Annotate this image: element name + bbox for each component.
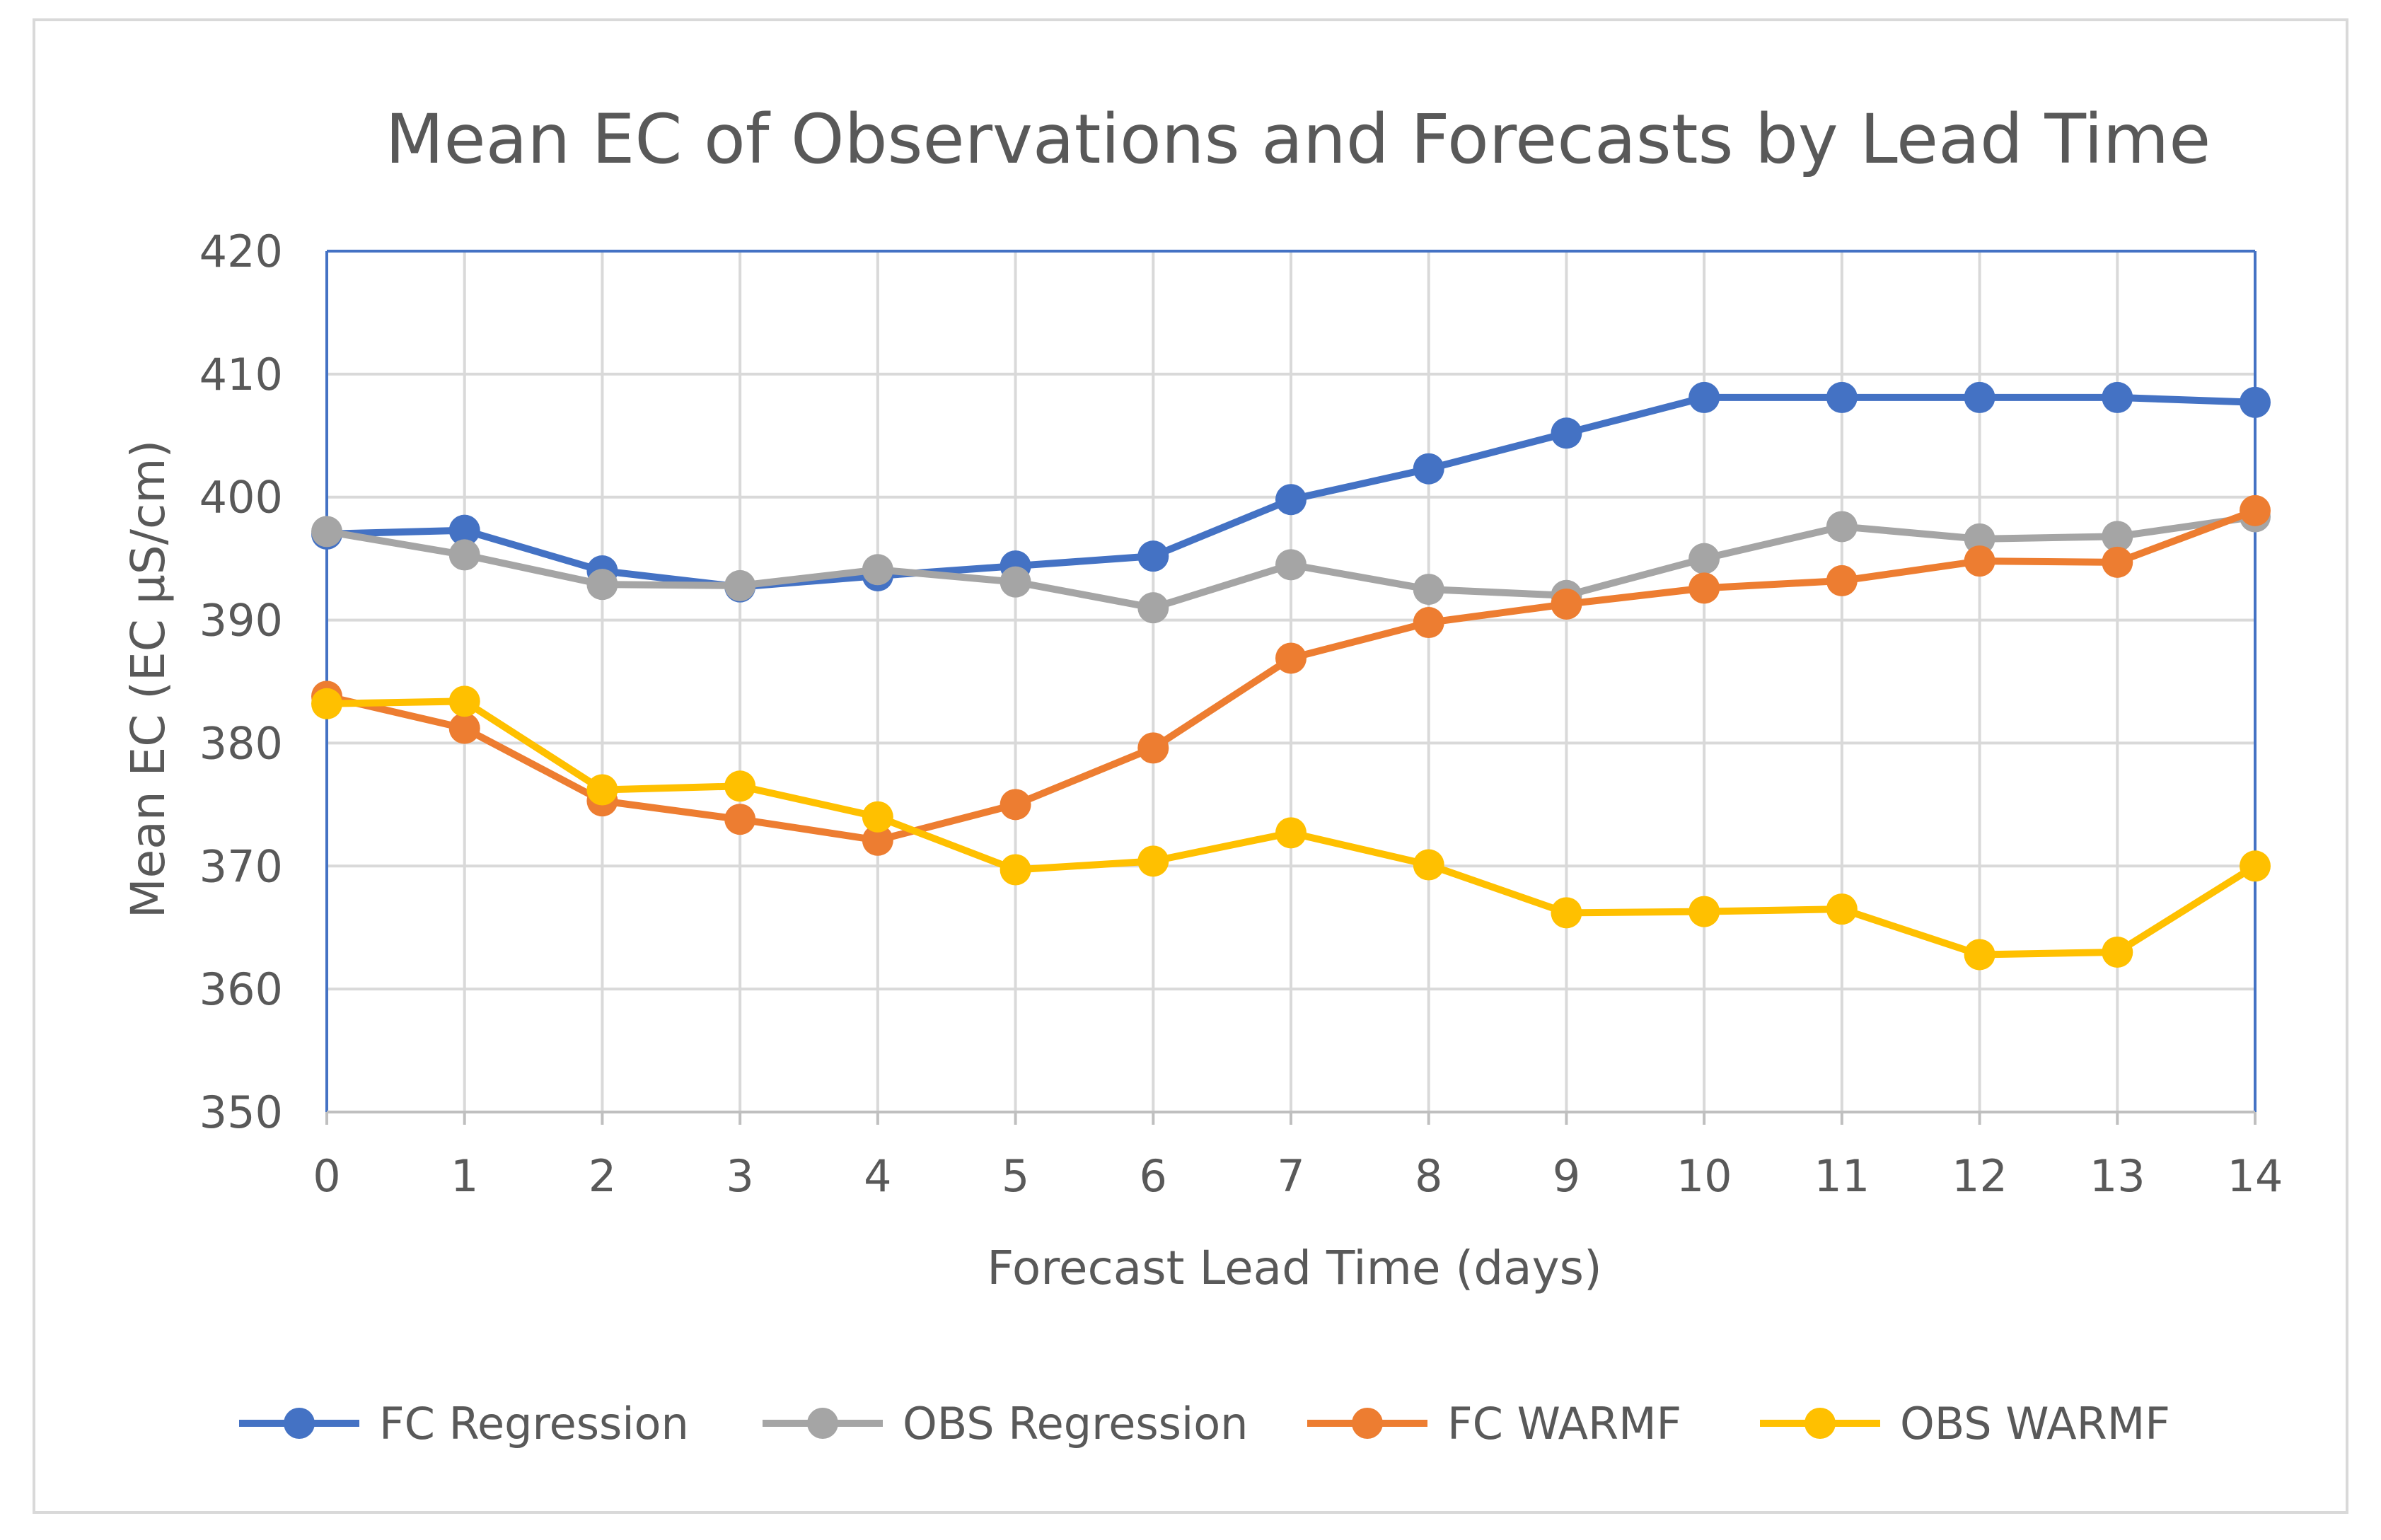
fc-warmf-point (862, 824, 893, 856)
obs-warmf-point (586, 774, 618, 806)
x-tick-label: 5 (1002, 1150, 1029, 1202)
x-tick-label: 13 (2090, 1150, 2145, 1202)
chart-title: Mean EC of Observations and Forecasts by… (386, 100, 2211, 179)
fc-regression-point (2240, 386, 2271, 418)
fc-warmf-point (1551, 588, 1582, 620)
obs-regression-point (1275, 549, 1307, 581)
y-tick-label: 420 (199, 226, 283, 277)
x-tick-label: 12 (1952, 1150, 2008, 1202)
obs-regression-point (1413, 574, 1444, 606)
obs-warmf-point (311, 688, 342, 719)
fc-warmf-point (448, 712, 480, 744)
x-tick-label: 3 (726, 1150, 753, 1202)
obs-regression-point (1964, 523, 1995, 555)
fc-warmf-point (1137, 732, 1169, 764)
y-tick-label: 370 (199, 840, 283, 892)
obs-warmf-point (724, 770, 756, 802)
obs-regression-point (2102, 521, 2133, 552)
obs-warmf-point (1964, 939, 1995, 971)
y-tick-label: 360 (199, 963, 283, 1015)
obs-warmf-point (1275, 817, 1307, 849)
obs-warmf-point (2240, 850, 2271, 882)
obs-warmf-point (1826, 893, 1858, 925)
obs-warmf-point (1413, 849, 1444, 881)
fc-warmf-point (1275, 642, 1307, 674)
fc-regression-point (1826, 381, 1858, 413)
obs-regression-point (1137, 592, 1169, 624)
obs-warmf-point (1000, 854, 1031, 886)
fc-regression-point (448, 514, 480, 546)
legend-marker-obs-regression (807, 1408, 838, 1439)
chart-border (33, 18, 2348, 1514)
obs-warmf-point (862, 801, 893, 833)
x-tick-label: 10 (1676, 1150, 1732, 1202)
fc-regression-point (1964, 381, 1995, 413)
obs-regression-point (1688, 543, 1720, 574)
x-tick-label: 1 (451, 1150, 478, 1202)
legend-label-obs-warmf: OBS WARMF (1900, 1398, 2170, 1449)
fc-warmf-point (1964, 545, 1995, 577)
y-tick-label: 400 (199, 472, 283, 523)
x-tick-label: 4 (864, 1150, 891, 1202)
obs-regression-point (1000, 566, 1031, 598)
fc-regression-point (2102, 381, 2133, 413)
series (311, 381, 2271, 971)
obs-warmf-point (2102, 936, 2133, 968)
x-tick-label: 0 (313, 1150, 340, 1202)
legend-marker-fc-warmf (1352, 1408, 1383, 1439)
obs-regression-point (448, 539, 480, 571)
fc-warmf-point (1000, 789, 1031, 821)
y-tick-label: 410 (199, 349, 283, 400)
fc-regression-point (1688, 381, 1720, 413)
legend-label-obs-regression: OBS Regression (903, 1398, 1248, 1449)
y-tick-labels: 350 360 370 380 390 400 410 420 (199, 226, 283, 1138)
obs-regression-point (862, 554, 893, 586)
x-tick-label: 7 (1277, 1150, 1304, 1202)
legend: FC Regression OBS Regression FC WARMF OBS W… (239, 1398, 2170, 1449)
x-tick-label: 14 (2228, 1150, 2283, 1202)
x-tick-label: 9 (1553, 1150, 1580, 1202)
legend-marker-fc-regression (284, 1408, 315, 1439)
y-axis-label: Mean EC (EC µS/cm) (121, 440, 175, 919)
y-tick-label: 350 (199, 1087, 283, 1138)
obs-regression-point (586, 569, 618, 601)
x-axis-label: Forecast Lead Time (days) (987, 1241, 1602, 1295)
obs-regression-point (724, 569, 756, 601)
x-tick-label: 11 (1814, 1150, 1870, 1202)
legend-marker-obs-warmf (1804, 1408, 1836, 1439)
fc-regression-point (1137, 540, 1169, 572)
fc-warmf-point (2102, 546, 2133, 578)
fc-regression-point (1275, 484, 1307, 516)
obs-warmf-point (448, 685, 480, 717)
fc-warmf-point (2240, 494, 2271, 526)
fc-warmf-point (724, 804, 756, 835)
fc-warmf-point (1688, 572, 1720, 604)
obs-warmf-point (1137, 845, 1169, 877)
legend-label-fc-warmf: FC WARMF (1447, 1398, 1681, 1449)
y-tick-label: 380 (199, 717, 283, 769)
x-tick-label: 8 (1415, 1150, 1442, 1202)
legend-label-fc-regression: FC Regression (379, 1398, 689, 1449)
x-tick-label: 6 (1140, 1150, 1167, 1202)
fc-warmf-point (1413, 607, 1444, 639)
obs-warmf-point (1688, 896, 1720, 927)
fc-warmf-point (1826, 565, 1858, 596)
x-tick-labels: 0 1 2 3 4 5 6 7 8 9 10 11 12 13 14 (313, 1150, 2283, 1202)
obs-warmf-point (1551, 897, 1582, 929)
fc-regression-point (1551, 417, 1582, 449)
y-tick-label: 390 (199, 595, 283, 647)
x-tick-label: 2 (589, 1150, 616, 1202)
fc-regression-point (1413, 453, 1444, 485)
obs-regression-point (1826, 511, 1858, 543)
obs-regression-point (311, 516, 342, 548)
